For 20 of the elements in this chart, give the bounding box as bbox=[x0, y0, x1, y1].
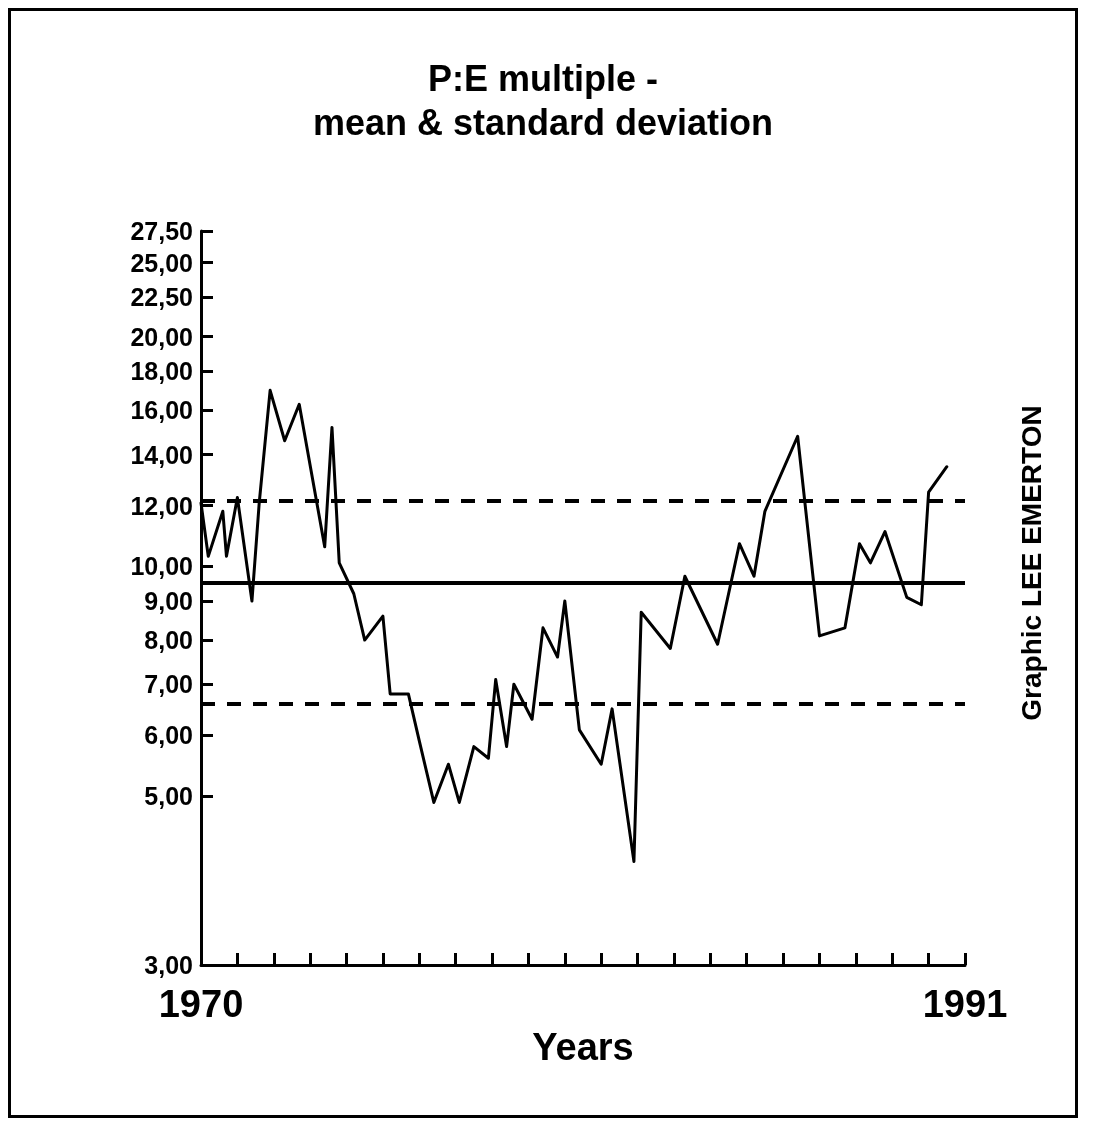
x-tick-label: 1991 bbox=[922, 983, 1008, 1025]
chart-title: P:E multiple - mean & standard deviation bbox=[312, 57, 774, 143]
text: Graphic LEE EMERTON bbox=[1015, 405, 1047, 721]
y-tick-label: 20,00 bbox=[130, 322, 193, 351]
y-tick-label: 7,00 bbox=[144, 670, 193, 699]
y-tick-label: 5,00 bbox=[144, 781, 193, 810]
y-tick-label: 18,00 bbox=[130, 357, 193, 386]
y-tick-label: 8,00 bbox=[144, 626, 193, 655]
y-tick-label: 9,00 bbox=[144, 587, 193, 616]
y-tick-label: 6,00 bbox=[144, 721, 193, 750]
x-axis-title: Years bbox=[532, 1025, 634, 1068]
y-tick-label: 12,00 bbox=[130, 491, 193, 520]
x-tick-label: 1970 bbox=[158, 983, 244, 1025]
y-tick-label: 22,50 bbox=[130, 283, 193, 312]
y-tick-label: 25,00 bbox=[130, 248, 193, 277]
y-tick-label: 3,00 bbox=[144, 951, 193, 979]
y-tick-label: 16,00 bbox=[130, 396, 193, 425]
y-tick-label: 27,50 bbox=[130, 217, 193, 245]
y-tick-label: 10,00 bbox=[130, 552, 193, 581]
y-tick-label: 14,00 bbox=[130, 440, 193, 469]
